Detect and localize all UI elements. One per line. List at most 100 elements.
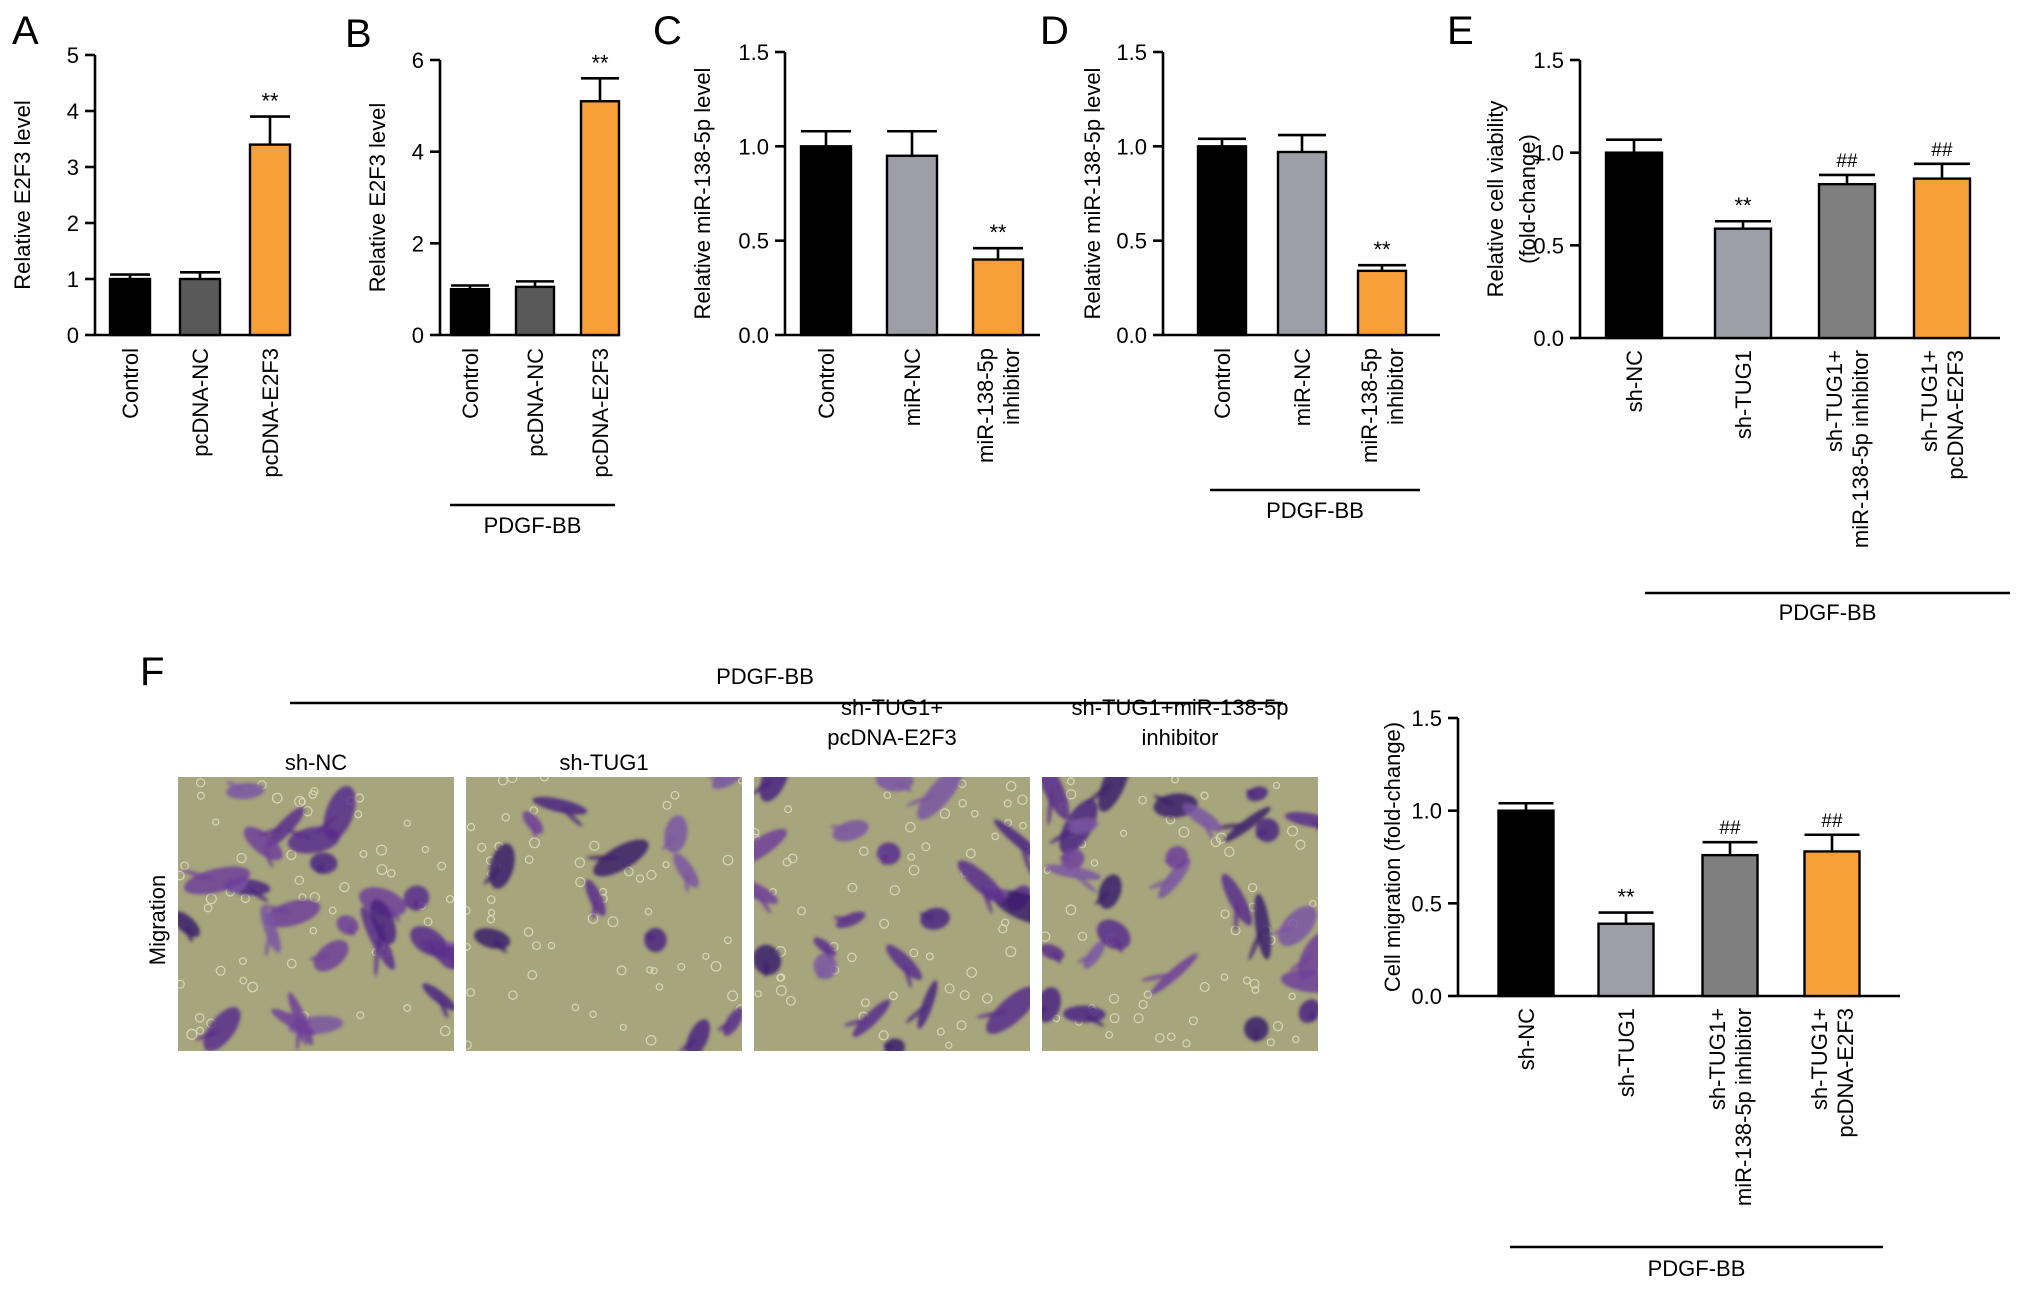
stained-cell xyxy=(266,807,305,848)
stained-cell xyxy=(712,777,742,790)
membrane-pore xyxy=(1138,795,1148,805)
cell-process xyxy=(1271,925,1296,935)
y-tick-label-f: 0.0 xyxy=(1411,984,1442,1009)
stained-cell xyxy=(323,785,356,841)
membrane-pore xyxy=(1066,777,1075,786)
membrane-pore xyxy=(1251,986,1260,994)
cell-process xyxy=(531,823,538,838)
cell-process xyxy=(1077,954,1093,964)
y-tick-label-b: 0 xyxy=(412,323,424,348)
stained-cell xyxy=(178,911,200,938)
membrane-pore xyxy=(308,790,318,799)
membrane-pore xyxy=(646,869,657,880)
membrane-pore xyxy=(888,991,898,1001)
stained-cell xyxy=(313,940,349,972)
stained-cell xyxy=(183,866,251,895)
cell-process xyxy=(262,904,291,914)
membrane-pore xyxy=(1166,1032,1176,1042)
stained-cell xyxy=(832,820,869,842)
y-tick-label-f: 0.5 xyxy=(1411,891,1442,916)
cell-process xyxy=(1317,983,1318,1003)
membrane-pore xyxy=(1272,781,1281,790)
cell-process xyxy=(413,899,419,912)
micrograph-label-3: pcDNA-E2F3 xyxy=(827,725,957,750)
stained-cell xyxy=(813,937,837,957)
bar-d xyxy=(1356,269,1408,337)
membrane-pore xyxy=(998,924,1008,934)
membrane-pore xyxy=(754,827,760,838)
membrane-pore xyxy=(354,810,363,819)
significance-mark-c: ** xyxy=(989,220,1007,245)
y-tick-label-e: 0.0 xyxy=(1533,326,1564,351)
category-label-d: miR-NC xyxy=(1290,348,1315,426)
cell-process xyxy=(1094,892,1109,905)
membrane-pore xyxy=(737,777,742,785)
cell-process xyxy=(1153,794,1174,806)
membrane-pore xyxy=(905,821,916,833)
membrane-pore xyxy=(1155,1033,1165,1043)
membrane-pore xyxy=(195,778,206,788)
cell-process xyxy=(428,942,440,961)
membrane-pore xyxy=(635,874,645,883)
membrane-pore xyxy=(445,895,454,904)
membrane-pore xyxy=(466,942,471,951)
stained-cell xyxy=(1278,905,1317,947)
micrograph-top-label: PDGF-BB xyxy=(716,664,814,689)
bar-e xyxy=(1604,151,1664,340)
stained-cell xyxy=(644,927,667,953)
cell-process xyxy=(181,869,214,881)
stained-cell xyxy=(754,944,782,976)
cell-process xyxy=(373,941,380,977)
category-label-e: sh-TUG1+pcDNA-E2F3 xyxy=(1917,350,1968,480)
bar-d xyxy=(1276,150,1328,337)
cell-process xyxy=(1049,827,1076,844)
panel-letter-f: F xyxy=(140,650,164,694)
panel-letter-a: A xyxy=(12,9,39,53)
membrane-pore xyxy=(589,840,600,852)
stained-cell xyxy=(1224,806,1271,842)
panel-letter-b: B xyxy=(345,12,372,56)
membrane-pore xyxy=(294,795,306,808)
stained-cell xyxy=(474,928,511,949)
category-label-a: pcDNA-NC xyxy=(188,348,213,457)
membrane-pore xyxy=(1292,1035,1300,1044)
membrane-pore xyxy=(1272,1021,1284,1032)
y-tick-label-d: 0.0 xyxy=(1116,323,1147,348)
stained-cell xyxy=(920,907,950,930)
membrane-pore xyxy=(925,952,934,961)
category-label-f: sh-TUG1+miR-138-5p inhibitor xyxy=(1705,1008,1756,1206)
membrane-pore xyxy=(239,976,248,985)
bar-e xyxy=(1817,182,1877,340)
category-label-c: miR-NC xyxy=(900,348,925,426)
y-axis-label-c: Relative miR-138-5p level xyxy=(690,68,715,320)
y-axis-label-f: Cell migration (fold-change) xyxy=(1380,722,1405,992)
category-label-e: sh-NC xyxy=(1622,350,1647,412)
cell-process xyxy=(264,931,272,957)
membrane-pore xyxy=(203,903,213,913)
cell-process xyxy=(185,925,193,943)
category-label-f: sh-TUG1+pcDNA-E2F3 xyxy=(1807,1008,1858,1138)
bar-e xyxy=(1912,177,1972,340)
stained-cell xyxy=(522,811,544,834)
cell-process xyxy=(763,961,769,977)
membrane-pore xyxy=(859,846,869,857)
category-label-c: Control xyxy=(814,348,839,419)
stained-cell xyxy=(203,1007,241,1051)
membrane-pore xyxy=(466,987,476,997)
bar-c xyxy=(799,145,853,337)
membrane-pore xyxy=(1090,859,1099,867)
y-tick-label-e: 0.5 xyxy=(1533,233,1564,258)
category-label-a: Control xyxy=(118,348,143,419)
significance-mark-f: ## xyxy=(1821,811,1843,832)
stained-cell xyxy=(1098,874,1122,909)
membrane-pore xyxy=(908,864,920,876)
membrane-pore xyxy=(1119,829,1128,837)
stained-cell xyxy=(593,839,649,877)
bar-a xyxy=(248,143,292,337)
cell-process xyxy=(661,835,675,851)
y-axis-label-2-e: (fold-change) xyxy=(1515,134,1540,264)
cell-process xyxy=(248,888,269,903)
cell-process xyxy=(591,899,598,920)
membrane-pore xyxy=(506,777,518,784)
membrane-pore xyxy=(787,853,798,864)
